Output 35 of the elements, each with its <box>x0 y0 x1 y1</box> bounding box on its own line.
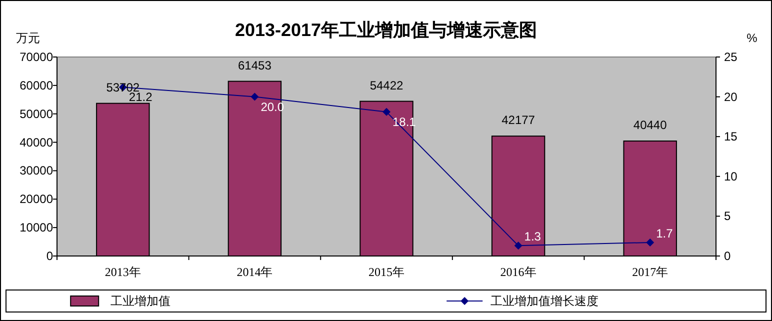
point <box>250 92 259 101</box>
y2-tick-label: 25 <box>724 50 738 64</box>
chart-title: 2013-2017年工业增加值与增速示意图 <box>234 20 538 40</box>
y2-tick-label: 15 <box>724 130 738 144</box>
y2-tick-label: 20 <box>724 90 738 104</box>
y-axis-title: 万元 <box>16 31 40 45</box>
y-tick-label: 10000 <box>20 220 54 235</box>
point <box>382 108 390 116</box>
data-label: 1.3 <box>524 230 542 244</box>
data-label: 40440 <box>633 118 668 132</box>
y2-axis-title: % <box>746 31 758 45</box>
data-label: 1.7 <box>656 226 674 240</box>
y2-tick-label: 10 <box>724 169 738 184</box>
data-label: 61453 <box>238 58 272 72</box>
y2-tick-label: 5 <box>724 209 731 224</box>
x-tick-label: 2017年 <box>632 265 668 279</box>
point <box>514 242 522 250</box>
y-tick-label: 20000 <box>20 192 54 206</box>
y-tick-label: 40000 <box>20 135 54 150</box>
point <box>646 238 654 246</box>
y-tick-label: 70000 <box>20 50 54 64</box>
x-tick-label: 2013年 <box>104 265 141 279</box>
y-tick-label: 60000 <box>20 78 54 92</box>
data-label: 54422 <box>370 78 404 92</box>
y-tick-label: 50000 <box>20 106 54 121</box>
x-tick-label: 2015年 <box>368 265 404 279</box>
x-tick-label: 2016年 <box>500 265 536 279</box>
data-label: 21.2 <box>128 90 153 104</box>
y-tick-label: 30000 <box>20 164 54 178</box>
y2-tick-label: 0 <box>724 249 731 263</box>
legend-label: 工业增加值 <box>110 294 171 308</box>
legend-label: 工业增加值增长速度 <box>490 294 599 308</box>
data-label: 42177 <box>502 113 536 128</box>
x-tick-label: 2014年 <box>236 265 273 279</box>
y-tick-label: 0 <box>46 249 54 263</box>
